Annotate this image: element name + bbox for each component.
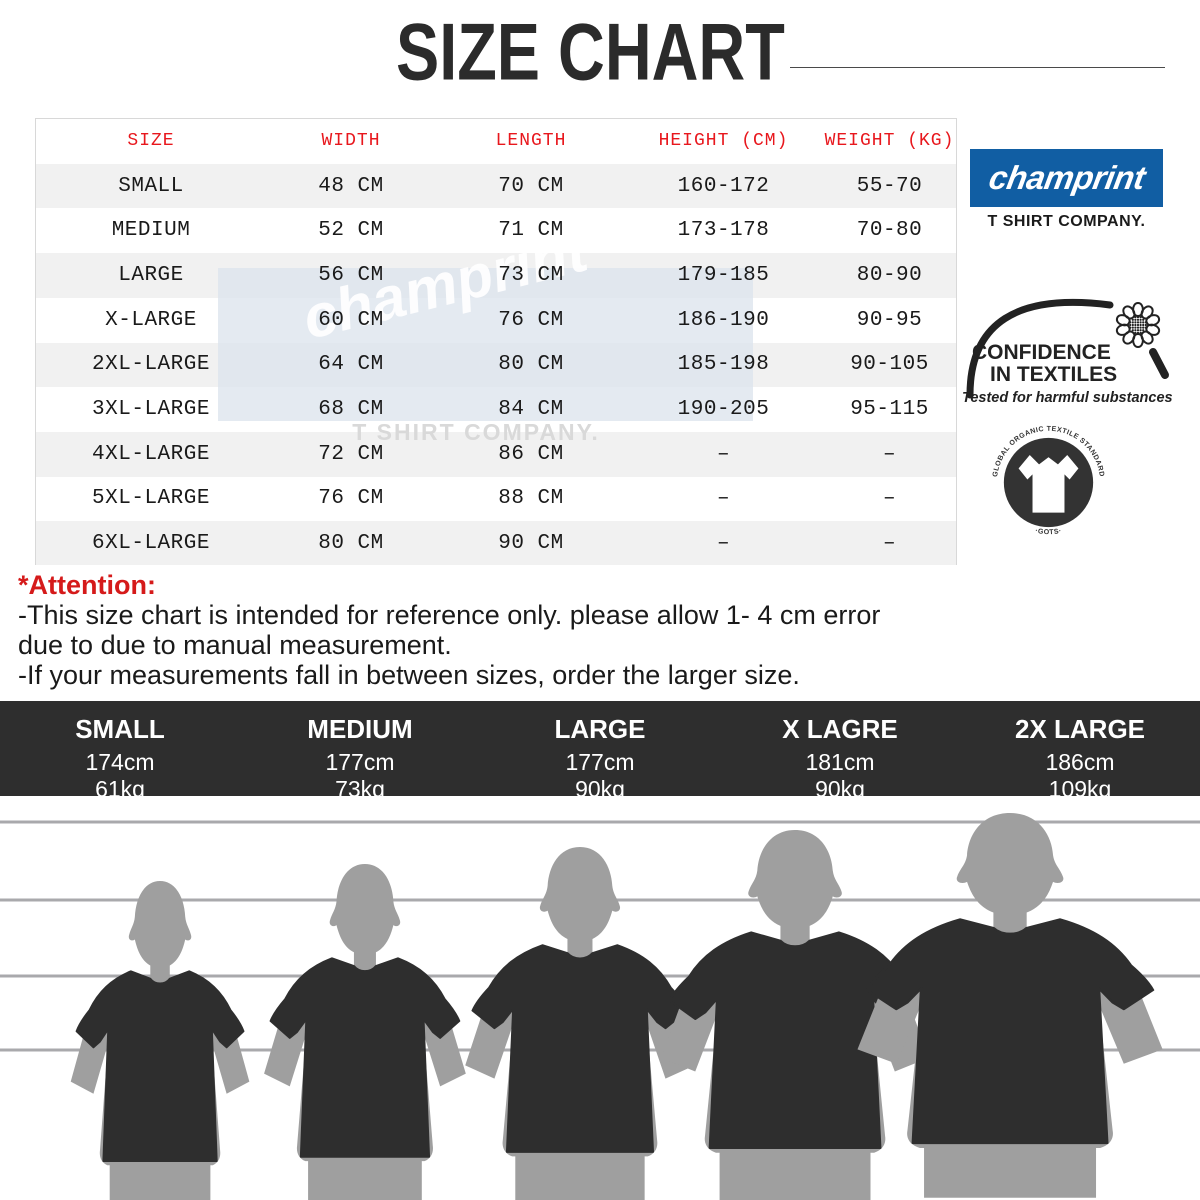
svg-text:IN TEXTILES: IN TEXTILES <box>990 363 1117 386</box>
svg-text:CONFIDENCE: CONFIDENCE <box>972 341 1111 364</box>
svg-text:Tested for harmful substances: Tested for harmful substances <box>962 390 1173 406</box>
svg-text:·GOTS·: ·GOTS· <box>1034 528 1062 537</box>
